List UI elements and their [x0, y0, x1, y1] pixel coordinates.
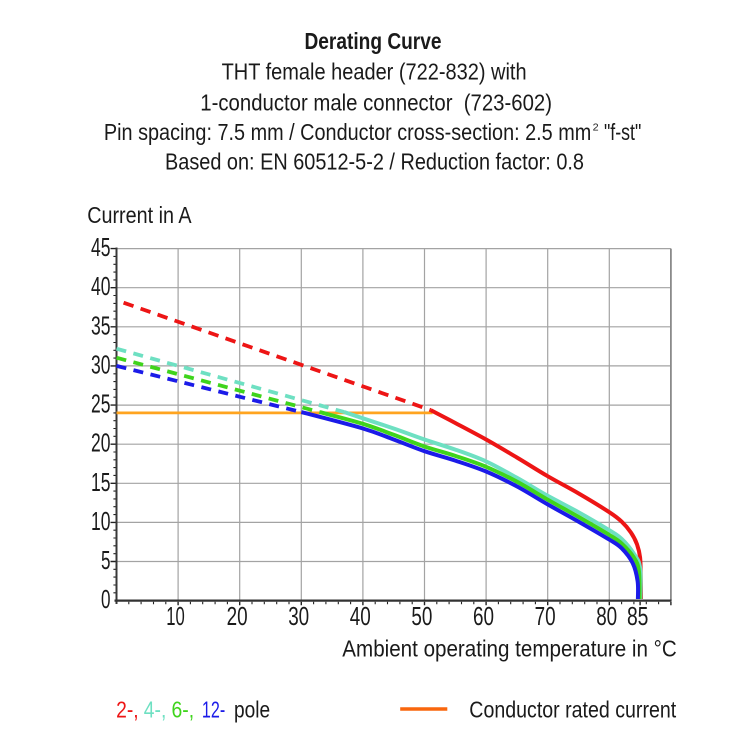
svg-text:15: 15: [91, 469, 111, 497]
svg-text:30: 30: [91, 351, 111, 379]
svg-text:20: 20: [91, 430, 111, 458]
svg-text:40: 40: [350, 603, 371, 631]
svg-text:2-,: 2-,: [116, 697, 139, 723]
svg-text:Based on: EN 60512-5-2 / Reduc: Based on: EN 60512-5-2 / Reduction facto…: [165, 148, 584, 174]
svg-text:Ambient operating temperature: Ambient operating temperature in °C: [342, 636, 677, 662]
svg-text:10: 10: [91, 508, 111, 536]
svg-text:"f-st": "f-st": [604, 119, 641, 145]
svg-text:0: 0: [101, 586, 111, 614]
svg-text:4-,: 4-,: [144, 697, 167, 723]
svg-text:30: 30: [288, 603, 309, 631]
svg-text:80: 80: [596, 603, 617, 631]
svg-text:Conductor rated current: Conductor rated current: [469, 697, 676, 723]
svg-text:35: 35: [91, 312, 111, 340]
svg-text:Pin spacing: 7.5 mm / Conducto: Pin spacing: 7.5 mm / Conductor cross-se…: [104, 119, 591, 145]
svg-text:85: 85: [627, 603, 649, 631]
svg-text:50: 50: [411, 603, 432, 631]
svg-text:5: 5: [101, 547, 111, 575]
svg-text:1-conductor male connector (7: 1-conductor male connector (723-602): [200, 90, 552, 116]
svg-text:40: 40: [91, 273, 111, 301]
svg-text:pole: pole: [234, 697, 270, 723]
svg-text:20: 20: [227, 603, 248, 631]
svg-text:60: 60: [473, 603, 494, 631]
svg-text:2: 2: [593, 122, 599, 134]
svg-text:12-: 12-: [202, 697, 225, 723]
svg-text:45: 45: [91, 234, 111, 262]
svg-text:Derating Curve: Derating Curve: [305, 28, 442, 54]
svg-text:70: 70: [535, 603, 556, 631]
svg-text:10: 10: [166, 603, 185, 631]
svg-text:25: 25: [91, 391, 111, 419]
svg-text:6-,: 6-,: [172, 697, 195, 723]
svg-text:THT female header (722-832) wi: THT female header (722-832) with: [222, 58, 527, 84]
svg-text:Current in A: Current in A: [87, 202, 192, 228]
